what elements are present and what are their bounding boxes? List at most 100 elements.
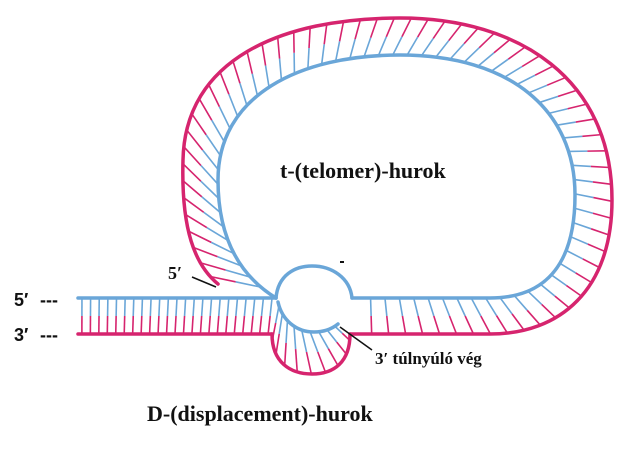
base-pair-half [590,165,610,169]
magenta-strand-d-loop [270,332,352,376]
five-prime-end-label: 5′ [14,290,28,310]
base-pair-half [293,326,297,350]
base-pair-half [590,228,610,236]
base-pair-half [575,272,592,284]
base-pair-half [398,297,404,317]
base-pair-half [252,297,256,317]
base-pair-half [527,290,543,306]
base-pair-half [550,274,567,287]
base-pair-half [448,315,458,335]
base-pair-half [326,329,338,343]
base-pair-half [261,43,267,66]
base-pair-half [435,40,450,58]
base-pair-half [165,315,169,335]
base-pair-half [207,84,221,107]
base-pair-half [384,297,388,317]
base-pair-half [412,297,419,317]
base-pair-half [208,315,212,335]
base-pair-half [448,23,463,42]
base-pair-half [239,82,248,106]
base-pair-half [370,315,373,335]
base-pair-half [401,17,412,37]
base-pair-half [233,315,237,335]
base-pair-half [336,341,347,355]
base-pair-half [441,297,451,317]
base-pair-half [183,196,205,213]
base-pair-half [218,106,231,130]
base-pair-half [235,281,262,288]
five-prime-pointer [191,276,217,288]
base-pair-half [574,178,593,183]
base-pair-half [191,315,194,335]
base-pair-half [294,348,299,372]
base-pair-half [554,295,570,309]
base-pair-half [363,37,372,58]
base-pair-half [285,320,289,343]
base-pair-half [513,294,528,311]
base-pair-half [504,65,523,78]
base-pair-half [541,303,557,319]
base-pair-half [317,351,327,373]
base-pair-half [369,18,379,38]
base-pair-half [534,65,554,76]
base-pair-rungs [81,17,613,375]
base-pair-half [456,297,466,317]
base-pair-half [132,297,135,317]
base-pair-half [507,46,526,60]
base-pair-half [217,255,242,267]
base-pair-half [327,348,339,367]
magenta-strand-t-loop [181,16,614,336]
base-pair-half [206,226,229,242]
blue-strand-d-loop-top [274,264,354,300]
base-pair-half [538,95,559,104]
base-pair-half [182,163,202,182]
base-pair-half [495,315,509,334]
base-pair-half [572,164,591,168]
base-pair-half [565,249,584,260]
base-pair-half [217,297,221,317]
base-pair-half [182,179,203,198]
base-pair-half [264,65,270,88]
base-pair-half [478,32,495,49]
base-pair-half [209,297,213,317]
base-pair-half [174,315,177,335]
base-pair-half [377,36,388,56]
base-pair-half [427,297,435,317]
base-pair-half [225,269,251,278]
base-pair-half [200,164,219,185]
blue-strand-t-loop [216,53,577,300]
base-pair-half [308,27,311,49]
base-pair-half [300,329,308,353]
three-prime-end-label: 3′ [14,325,28,345]
base-pair-half [354,19,362,40]
base-pair-half [592,181,612,186]
inner-five-prime-label: 5′ [168,263,182,283]
base-pair-half [490,58,509,72]
base-pair-half [200,180,220,200]
base-pair-half [477,52,495,67]
base-pair-half [309,331,319,353]
base-pair-half [188,230,212,244]
base-pair-half [318,331,330,350]
base-pair-half [210,241,235,255]
base-pair-half [449,43,465,60]
base-pair-half [484,297,498,316]
base-pair-half [334,41,341,62]
three-prime-dashes: --- [40,325,58,345]
base-pair-half [587,243,606,253]
base-pair-half [499,297,513,315]
base-pair-half [131,315,135,335]
base-pair-half [191,113,207,136]
base-pair-half [406,36,419,56]
base-pair-half [320,44,326,65]
base-pair-half [570,235,589,245]
base-pair-half [228,93,239,117]
base-pair-half [516,74,536,86]
base-pair-half [278,313,284,334]
base-pair-half [232,60,241,84]
base-pair-half [166,297,170,317]
base-pair-half [417,315,424,335]
base-pair-half [210,275,236,283]
base-pair-half [493,38,511,54]
